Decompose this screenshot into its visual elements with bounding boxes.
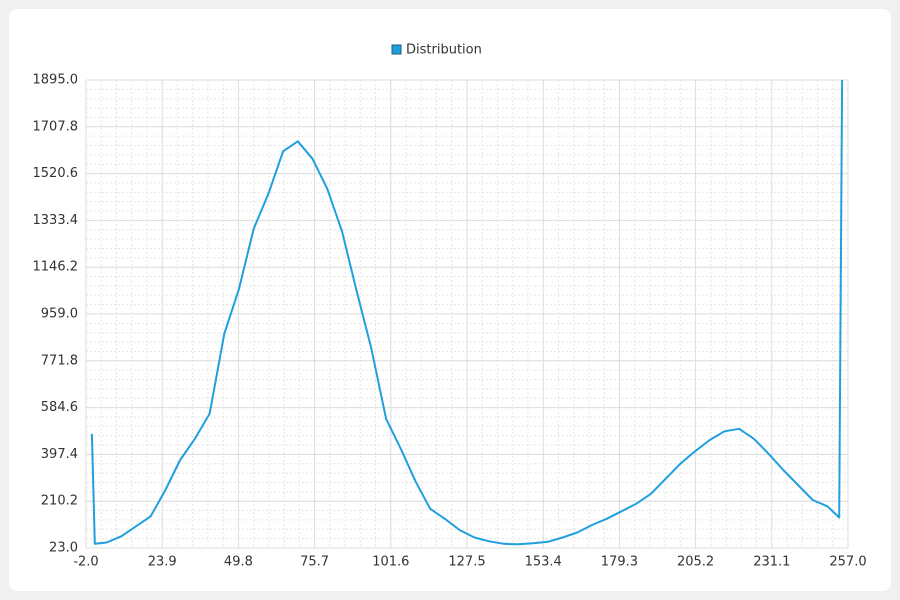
x-tick-label: 75.7 bbox=[300, 555, 329, 570]
y-tick-label: 1707.8 bbox=[33, 119, 79, 134]
x-tick-label: 49.8 bbox=[224, 555, 253, 570]
legend-label: Distribution bbox=[406, 43, 482, 58]
y-tick-label: 584.6 bbox=[41, 400, 78, 415]
x-tick-label: 153.4 bbox=[525, 555, 562, 570]
y-tick-label: 1520.6 bbox=[33, 166, 79, 181]
y-tick-label: 210.2 bbox=[41, 494, 78, 509]
x-tick-label: 231.1 bbox=[753, 555, 790, 570]
legend-swatch bbox=[391, 44, 402, 55]
x-tick-label: 205.2 bbox=[677, 555, 714, 570]
y-tick-label: 1895.0 bbox=[33, 73, 79, 88]
x-tick-label: 127.5 bbox=[448, 555, 485, 570]
x-tick-label: 179.3 bbox=[601, 555, 638, 570]
x-tick-label: 23.9 bbox=[148, 555, 177, 570]
y-tick-label: 771.8 bbox=[41, 353, 78, 368]
y-tick-label: 1146.2 bbox=[33, 260, 79, 275]
y-tick-label: 397.4 bbox=[41, 447, 78, 462]
x-tick-label: 101.6 bbox=[372, 555, 409, 570]
x-tick-label: -2.0 bbox=[73, 555, 98, 570]
y-tick-label: 23.0 bbox=[49, 541, 78, 556]
y-tick-label: 1333.4 bbox=[33, 213, 79, 228]
series-line bbox=[90, 79, 844, 546]
chart-card bbox=[9, 9, 891, 591]
y-tick-label: 959.0 bbox=[41, 307, 78, 322]
x-tick-label: 257.0 bbox=[829, 555, 866, 570]
